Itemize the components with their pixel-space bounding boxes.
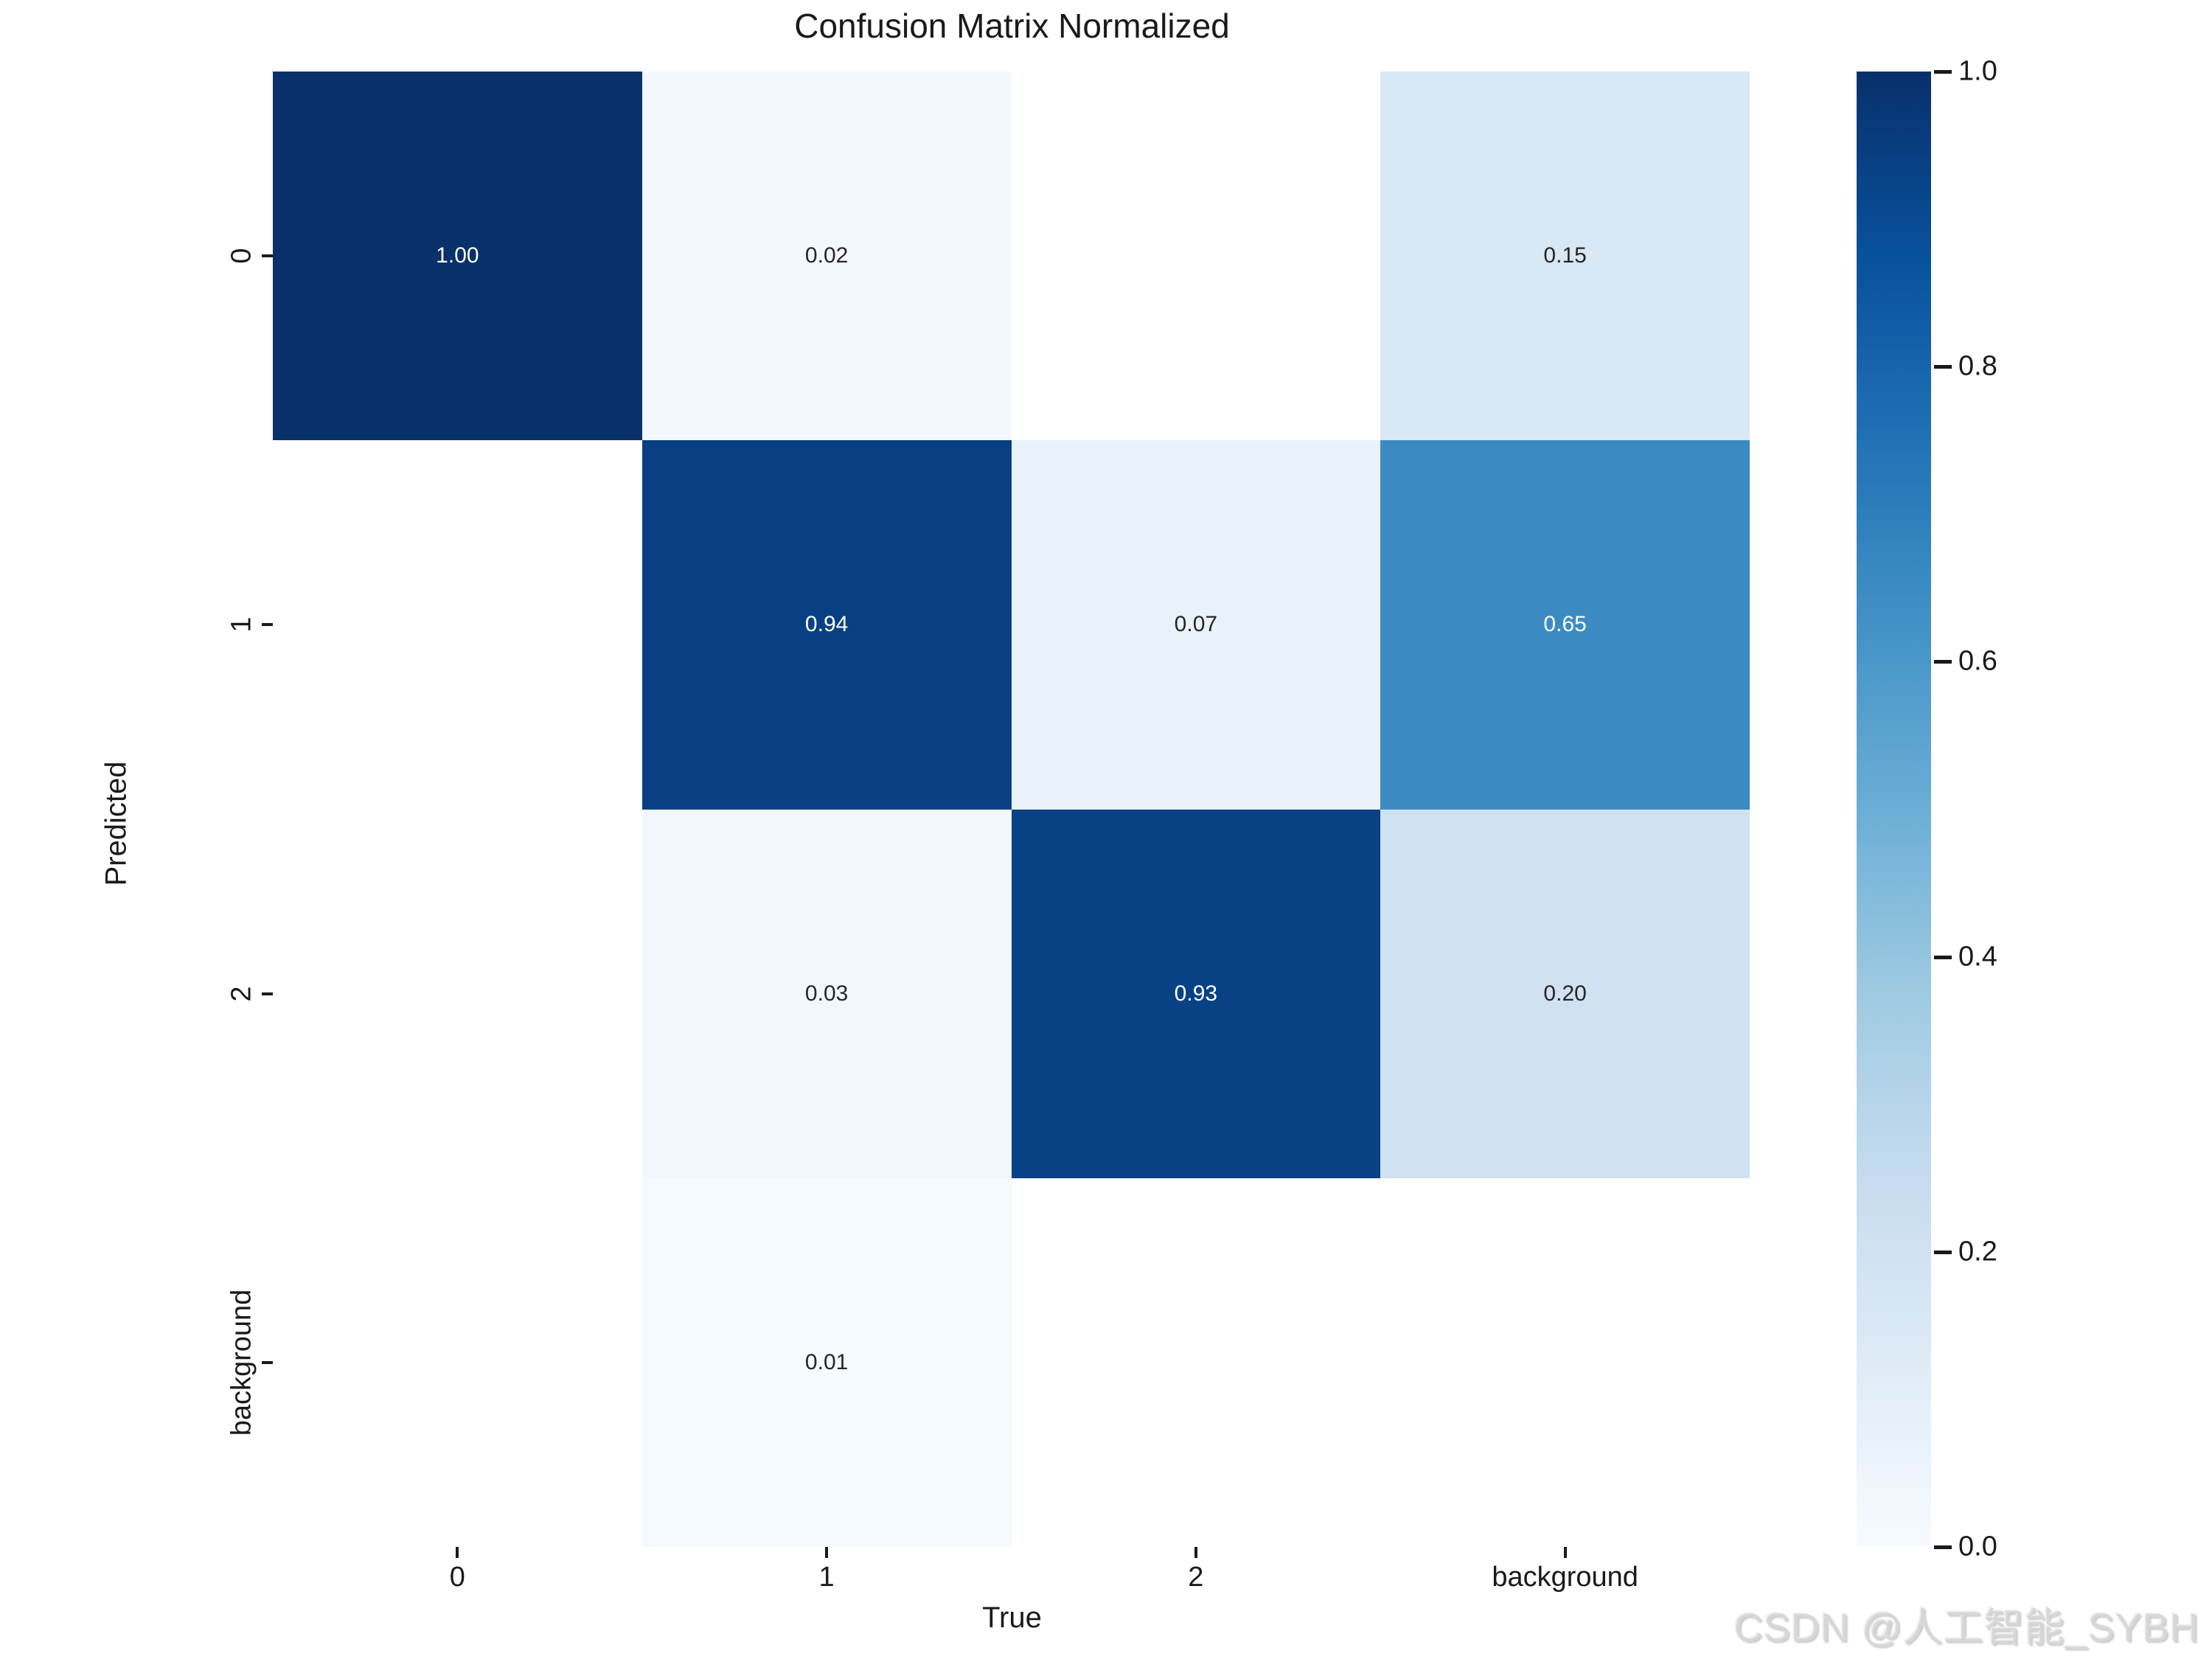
colorbar-tick-mark-4 bbox=[1934, 1250, 1952, 1254]
y-tick-mark-3 bbox=[262, 1360, 273, 1364]
y-tick-label-3: background bbox=[226, 1289, 257, 1436]
colorbar-tick-mark-1 bbox=[1934, 365, 1952, 369]
colorbar-gradient bbox=[1857, 72, 1931, 1547]
y-tick-label-1: 1 bbox=[226, 616, 257, 633]
colorbar-tick-mark-2 bbox=[1934, 660, 1952, 664]
watermark-text: CSDN @人工智能_SYBH bbox=[1734, 1606, 2199, 1650]
colorbar-tick-label-0: 1.0 bbox=[1958, 55, 1997, 87]
x-tick-label-0: 0 bbox=[449, 1562, 465, 1593]
heatmap-cell-r3-c2 bbox=[1011, 1178, 1381, 1547]
colorbar-tick-label-3: 0.4 bbox=[1958, 941, 1997, 973]
y-tick-mark-1 bbox=[262, 623, 273, 627]
x-tick-label-2: 2 bbox=[1188, 1562, 1204, 1593]
x-tick-mark-1 bbox=[825, 1547, 829, 1558]
heatmap-cell-r1-c2: 0.07 bbox=[1011, 440, 1381, 810]
heatmap-cell-r0-c2 bbox=[1011, 72, 1381, 441]
colorbar-tick-label-2: 0.6 bbox=[1958, 645, 1997, 677]
y-axis-label: Predicted bbox=[100, 761, 133, 886]
y-tick-mark-0 bbox=[262, 254, 273, 258]
x-tick-label-1: 1 bbox=[818, 1562, 835, 1593]
heatmap-cell-r1-c3: 0.65 bbox=[1380, 440, 1750, 810]
heatmap-cell-r2-c0 bbox=[273, 809, 642, 1178]
colorbar-tick-mark-5 bbox=[1934, 1545, 1952, 1549]
y-tick-label-2: 2 bbox=[226, 986, 257, 1002]
colorbar-tick-mark-0 bbox=[1934, 70, 1952, 74]
heatmap-grid: 1.00 0.02 0.15 0.94 0.07 0.65 0.03 0.93 0.20 0.01 bbox=[273, 72, 1750, 1547]
heatmap-cell-r3-c3 bbox=[1380, 1178, 1750, 1547]
heatmap-cell-r2-c1: 0.03 bbox=[641, 809, 1012, 1178]
heatmap-cell-r2-c3: 0.20 bbox=[1380, 809, 1750, 1178]
colorbar-tick-mark-3 bbox=[1934, 955, 1952, 959]
x-tick-label-3: background bbox=[1492, 1562, 1638, 1593]
heatmap-cell-r2-c2: 0.93 bbox=[1011, 809, 1381, 1178]
heatmap-cell-r3-c1: 0.01 bbox=[641, 1178, 1012, 1547]
heatmap-cell-r0-c3: 0.15 bbox=[1380, 72, 1750, 441]
heatmap-cell-r3-c0 bbox=[273, 1178, 642, 1547]
y-tick-mark-2 bbox=[262, 992, 273, 995]
heatmap-cell-r1-c1: 0.94 bbox=[641, 440, 1012, 810]
x-tick-mark-2 bbox=[1194, 1547, 1197, 1558]
y-tick-label-0: 0 bbox=[226, 248, 257, 264]
chart-title: Confusion Matrix Normalized bbox=[794, 7, 1230, 45]
colorbar-tick-label-4: 0.2 bbox=[1958, 1236, 1997, 1267]
heatmap-cell-r0-c0: 1.00 bbox=[273, 72, 642, 441]
colorbar-tick-label-1: 0.8 bbox=[1958, 350, 1997, 382]
x-tick-mark-3 bbox=[1563, 1547, 1567, 1558]
colorbar-tick-label-5: 0.0 bbox=[1958, 1531, 1997, 1562]
x-axis-label: True bbox=[982, 1601, 1042, 1634]
x-tick-mark-0 bbox=[456, 1547, 459, 1558]
heatmap-cell-r0-c1: 0.02 bbox=[641, 72, 1012, 441]
heatmap-cell-r1-c0 bbox=[273, 440, 642, 810]
